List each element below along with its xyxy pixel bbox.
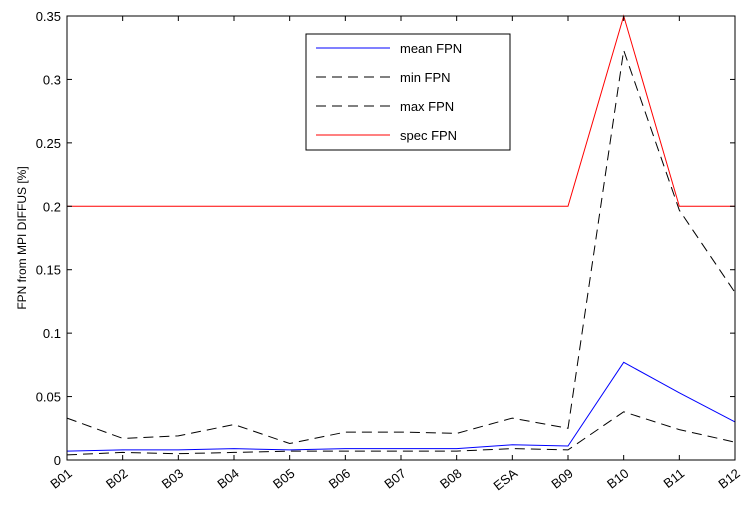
x-tick-label: B06 — [326, 466, 353, 492]
x-tick-label: ESA — [490, 465, 520, 493]
legend-label: mean FPN — [400, 41, 462, 56]
x-tick-label: B11 — [660, 466, 687, 491]
y-tick-label: 0.35 — [36, 9, 61, 24]
y-tick-label: 0 — [54, 453, 61, 468]
series-line-min-fpn — [66, 411, 736, 456]
x-tick-label: B04 — [214, 466, 241, 492]
legend: mean FPN min FPN max FPN spec FPN — [305, 33, 511, 151]
legend-label: min FPN — [400, 70, 451, 85]
x-tick-label: B02 — [103, 466, 130, 492]
y-axis-label: FPN from MPI DIFFUS [%] — [15, 166, 29, 309]
legend-label: spec FPN — [400, 128, 457, 143]
x-tick-label: B08 — [437, 466, 464, 492]
series-line-mean-fpn — [66, 361, 736, 452]
x-tick-label: B09 — [548, 466, 575, 492]
x-tick-label: B03 — [159, 466, 186, 492]
y-tick-label: 0.1 — [43, 326, 61, 341]
y-tick-label: 0.2 — [43, 199, 61, 214]
x-tick-label: B01 — [47, 466, 74, 492]
y-tick-label: 0.15 — [36, 263, 61, 278]
x-tick-label: B07 — [381, 466, 408, 492]
y-tick-label: 0.05 — [36, 390, 61, 405]
x-tick-label: B12 — [715, 466, 742, 492]
y-tick-label: 0.25 — [36, 136, 61, 151]
y-tick-label: 0.3 — [43, 72, 61, 87]
legend-label: max FPN — [400, 99, 454, 114]
legend-box — [305, 33, 511, 151]
x-tick-label: B05 — [270, 466, 297, 492]
series-line-max-fpn — [66, 50, 736, 445]
x-tick-label: B10 — [604, 466, 631, 492]
